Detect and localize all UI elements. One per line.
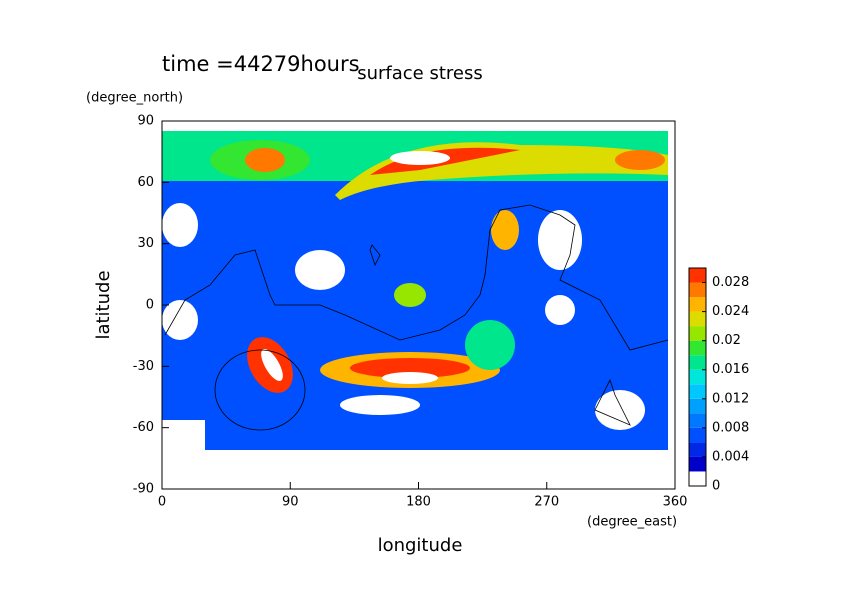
y-axis-label: latitude [93,270,114,339]
y-tick-label: 60 [137,175,154,190]
x-unit: (degree_east) [587,515,677,530]
colorbar-tick-label: 0.016 [712,362,749,377]
colorbar-tick-label: 0.028 [712,275,749,290]
colorbar-cell [689,340,706,356]
colorbar-cell [689,355,706,370]
x-tick-label: 90 [282,495,299,510]
x-tick-label: 180 [406,495,431,510]
colorbar-tick-label: 0.008 [712,420,749,435]
y-unit: (degree_north) [86,91,183,106]
colorbar-cell [689,311,706,327]
colorbar-cell [689,369,706,385]
colorbar-cell [689,297,706,312]
colorbar-cell [689,442,706,457]
colorbar-cell [689,384,706,399]
colorbar-tick-label: 0.02 [712,333,741,348]
field [162,131,668,489]
y-tick-label: 30 [137,236,154,251]
colorbar-tick-label: 0.024 [712,304,749,319]
colorbar-cell [689,456,706,472]
colorbar-cell [689,413,706,428]
subtitle: time =44279hours [162,52,360,76]
colorbar-frame [688,267,707,487]
colorbar-cell [689,268,706,283]
x-tick-label: 270 [534,495,559,510]
colorbar-cell [689,427,706,443]
x-axis-label: longitude [378,535,463,556]
colorbar-cell [689,471,706,486]
x-tick-label: 360 [663,495,688,510]
colorbar-tick-label: 0.012 [712,391,749,406]
y-tick-label: 0 [146,298,154,313]
colorbar-cell [689,398,706,414]
y-tick-label: -60 [133,420,154,435]
y-tick-label: -30 [133,359,154,374]
colorbar-tick-label: 0 [712,479,720,494]
colorbar-cell [689,326,706,341]
y-tick-label: 90 [137,114,154,129]
chart-title: surface stress [357,63,483,84]
y-tick-label: -90 [133,482,154,497]
colorbar-cell [689,282,706,298]
coastline [164,204,669,431]
colorbar-tick-label: 0.004 [712,449,749,464]
x-tick-label: 0 [158,495,166,510]
